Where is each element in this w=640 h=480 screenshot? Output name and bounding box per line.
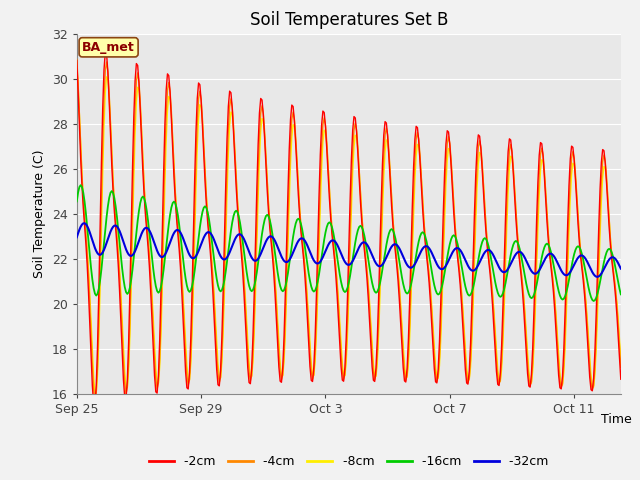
Text: BA_met: BA_met: [82, 41, 135, 54]
Y-axis label: Soil Temperature (C): Soil Temperature (C): [33, 149, 46, 278]
X-axis label: Time: Time: [601, 413, 632, 426]
Title: Soil Temperatures Set B: Soil Temperatures Set B: [250, 11, 448, 29]
Legend:  -2cm,  -4cm,  -8cm,  -16cm,  -32cm: -2cm, -4cm, -8cm, -16cm, -32cm: [144, 450, 554, 473]
